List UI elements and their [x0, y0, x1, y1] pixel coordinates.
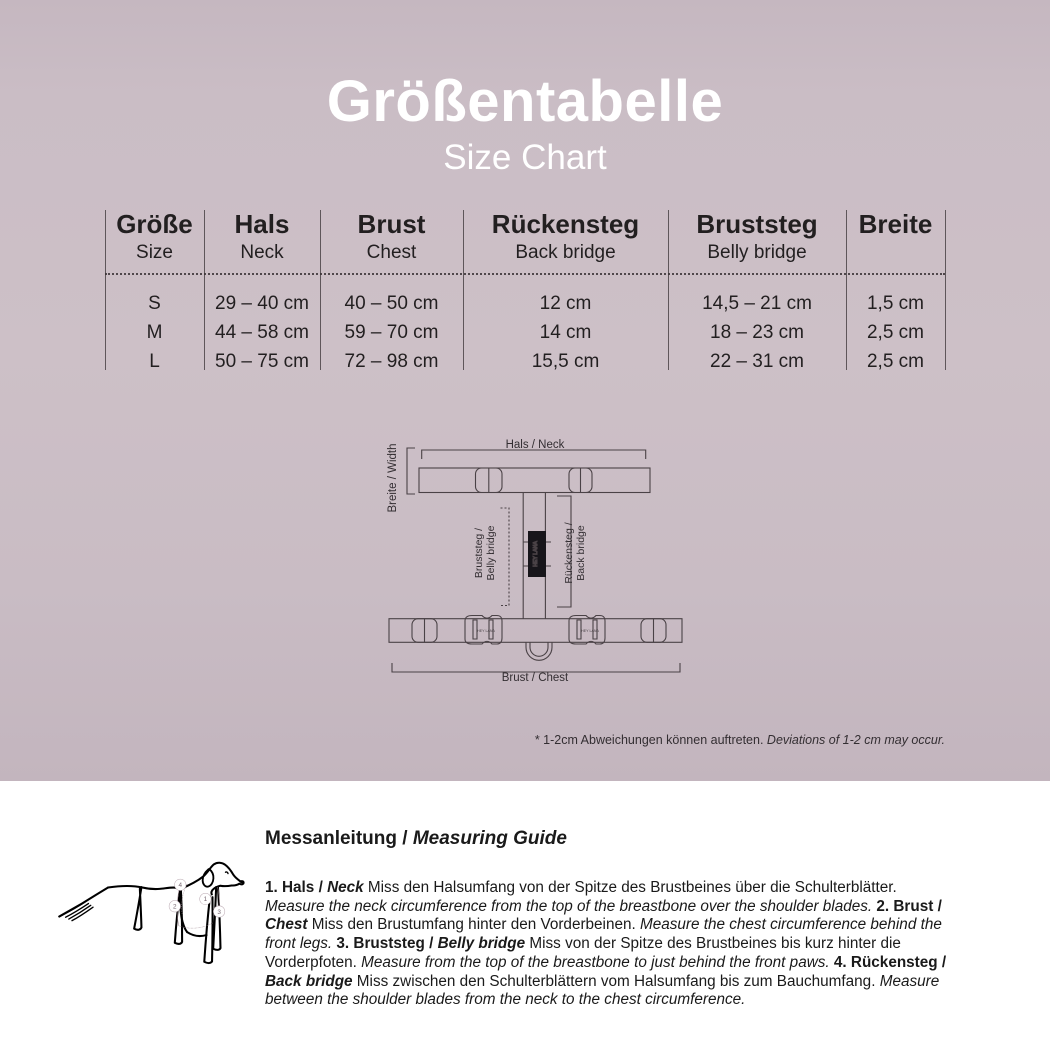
svg-text:HEY LANA: HEY LANA	[533, 541, 539, 567]
svg-text:Brust­steg /: Brust­steg /	[473, 528, 485, 578]
svg-text:HEY LANA: HEY LANA	[581, 629, 599, 633]
svg-text:3: 3	[217, 909, 221, 916]
svg-text:Rückensteg /: Rückensteg /	[563, 522, 575, 583]
svg-text:Back bridge: Back bridge	[575, 525, 587, 581]
svg-text:4: 4	[179, 882, 183, 889]
svg-text:Brust / Chest: Brust / Chest	[502, 672, 569, 684]
svg-text:HEY LANA: HEY LANA	[477, 629, 495, 633]
svg-text:Breite / Width: Breite / Width	[387, 443, 399, 512]
svg-text:Hals / Neck: Hals / Neck	[506, 439, 565, 451]
svg-text:1: 1	[204, 896, 208, 903]
svg-text:Belly bridge: Belly bridge	[485, 525, 497, 580]
svg-text:2: 2	[173, 904, 177, 911]
